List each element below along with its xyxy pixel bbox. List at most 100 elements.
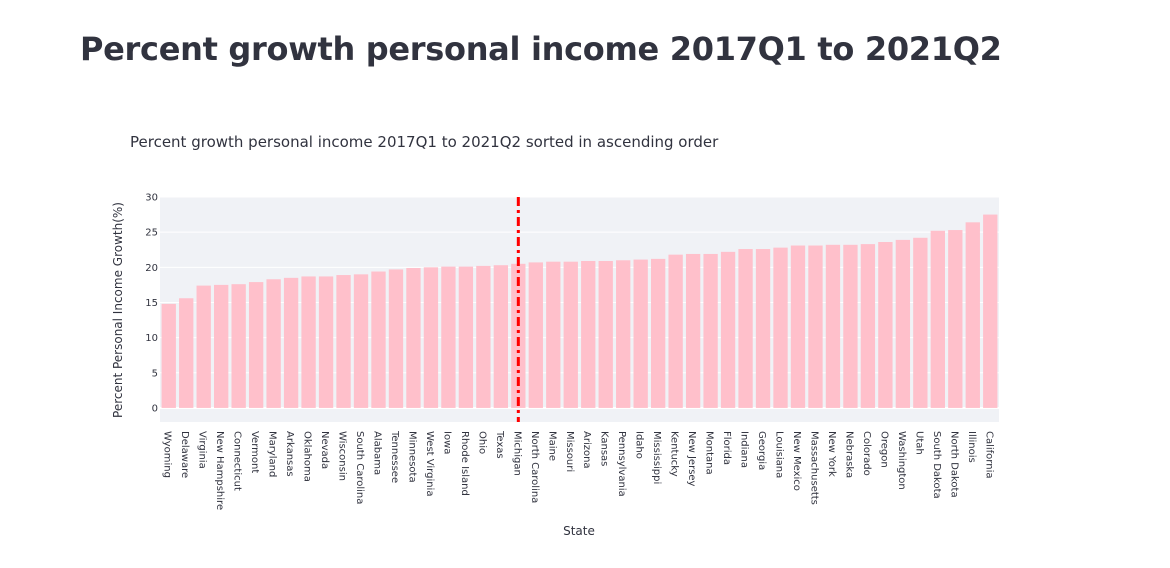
x-tick-label: Kansas [599,431,610,466]
page-title: Percent growth personal income 2017Q1 to… [80,30,1002,68]
bar[interactable] [406,268,421,408]
x-tick-label: Oregon [878,431,889,468]
x-tick-label: Michigan [511,431,522,476]
x-tick-label: Alabama [371,431,382,475]
bar[interactable] [773,247,788,408]
x-tick-label: Pennsylvania [616,431,627,497]
x-tick-label: Georgia [756,431,767,470]
bar[interactable] [318,276,334,408]
y-tick-label: 25 [145,228,158,239]
bar[interactable] [423,267,439,408]
x-tick-label: Washington [896,431,907,490]
x-tick-label: West Virginia [424,431,435,496]
bar[interactable] [720,251,736,408]
bar[interactable] [458,266,474,408]
x-tick-label: Mississippi [651,431,662,484]
bar[interactable] [231,284,246,408]
x-tick-label: New Mexico [791,431,802,491]
x-tick-label: Nevada [319,431,330,469]
bar[interactable] [266,279,281,408]
bar[interactable] [388,269,404,408]
bar[interactable] [563,261,578,408]
bar[interactable] [878,242,893,408]
bar[interactable] [248,282,264,408]
x-tick-label: Wyoming [162,431,173,478]
chart-title: Percent growth personal income 2017Q1 to… [130,133,719,151]
bar[interactable] [755,249,771,408]
bar[interactable] [353,274,369,408]
x-tick-label: Kentucky [669,431,680,477]
bar[interactable] [860,244,876,408]
x-tick-label: Arizona [581,431,592,469]
x-tick-label: Florida [721,431,732,465]
bar[interactable] [476,265,491,408]
x-tick-label: Oklahoma [302,431,313,482]
bar[interactable] [633,259,648,408]
bar[interactable] [493,265,509,408]
bar[interactable] [790,245,806,408]
bar[interactable] [616,260,631,408]
bar[interactable] [528,262,543,408]
x-tick-label: Montana [704,431,715,475]
bar[interactable] [546,261,561,408]
x-tick-label: North Dakota [948,431,959,498]
y-tick-label: 10 [145,333,158,344]
x-tick-label: North Carolina [529,431,540,503]
x-tick-label: Connecticut [232,431,243,491]
bar[interactable] [983,214,998,408]
bar[interactable] [843,244,858,408]
bar[interactable] [283,277,299,408]
bar[interactable] [668,254,683,408]
x-tick-label: New Hampshire [214,431,225,510]
y-tick-label: 15 [145,298,158,309]
x-tick-label: Indiana [739,431,750,468]
x-tick-label: Colorado [861,431,872,476]
bar[interactable] [441,266,456,408]
y-tick-label: 5 [152,368,158,379]
y-tick-label: 0 [152,403,158,414]
x-axis-title: State [563,524,595,538]
bar[interactable] [685,253,701,408]
bar[interactable] [336,275,351,408]
x-tick-label: Arkansas [284,431,295,477]
bar[interactable] [581,260,596,408]
bar[interactable] [948,230,963,408]
x-tick-label: Texas [494,430,505,459]
x-tick-label: Maryland [267,431,278,477]
bar[interactable] [738,249,753,408]
bar[interactable] [703,253,718,408]
x-tick-label: California [983,431,994,479]
x-tick-label: Louisiana [774,431,785,478]
bar[interactable] [895,239,911,408]
x-tick-label: Rhode Island [459,431,470,496]
x-tick-label: Illinois [966,431,977,463]
bar[interactable] [965,222,980,408]
bar[interactable] [214,284,229,408]
bar[interactable] [179,298,194,408]
bar[interactable] [196,285,211,408]
x-tick-label: New Jersey [686,431,697,487]
bar[interactable] [808,245,823,408]
x-tick-label: Minnesota [406,431,417,483]
x-tick-label: Vermont [249,431,260,473]
x-tick-label: Maine [546,431,557,461]
bar[interactable] [825,244,841,408]
plot-area [160,197,999,422]
bar[interactable] [930,230,945,408]
bar[interactable] [301,276,316,408]
bar[interactable] [511,263,526,408]
bar[interactable] [161,303,176,408]
x-tick-label: South Carolina [354,431,365,504]
bar[interactable] [913,237,928,408]
bar[interactable] [598,260,613,408]
y-tick-label: 30 [145,193,158,204]
x-tick-label: Wisconsin [337,431,348,481]
x-tick-label: Tennessee [389,430,400,483]
bar[interactable] [371,271,386,408]
bar[interactable] [650,258,666,408]
x-tick-label: Iowa [441,431,452,454]
x-tick-label: Virginia [197,431,208,469]
x-tick-label: New York [826,431,837,477]
